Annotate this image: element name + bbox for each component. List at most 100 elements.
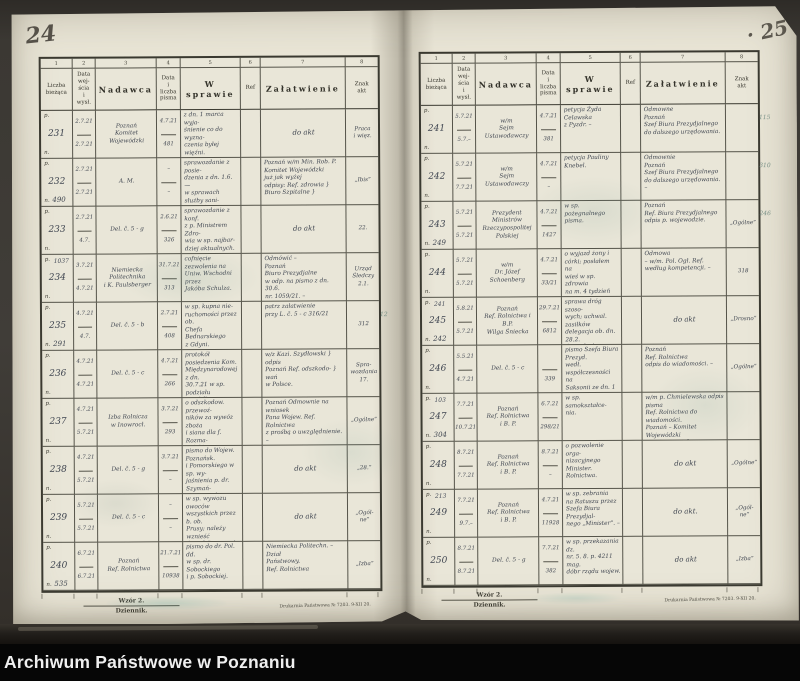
- resolution-cell: Poznań Odmownie na wniosek Pana Wojew. R…: [262, 397, 347, 445]
- handwritten-document-date: 4.7.21: [159, 117, 178, 124]
- printed-p-label: p.: [424, 155, 430, 162]
- date-divider-line: [163, 566, 178, 567]
- document-number-cell: 29.7.21 6812: [538, 297, 562, 345]
- tick-mark: [641, 587, 726, 592]
- tick-mark: [476, 588, 537, 593]
- document-number-cell: 4.7.21 11928: [539, 489, 563, 537]
- file-sign-cell: [726, 152, 758, 200]
- form-footer-left: Wzór 2. Dziennik.: [83, 597, 179, 615]
- handwritten-sender: Prezydent Ministrów Rzeczypospolitej Pol…: [482, 210, 532, 240]
- entry-date-cell: 4.7.21 4.7.21: [74, 351, 97, 399]
- handwritten-extra-number: 103: [434, 396, 446, 404]
- ref-cell: [243, 446, 263, 494]
- handwritten-file-sign: [730, 394, 758, 438]
- document-number-cell: 339: [538, 345, 562, 393]
- printed-p-label: p.: [424, 251, 430, 258]
- handwritten-document-date: 3.7.21: [161, 453, 179, 460]
- handwritten-running-number: 238: [49, 464, 67, 475]
- date-divider-line: [458, 321, 472, 322]
- document-number-cell: 4.7.21 266: [158, 350, 182, 398]
- column-number: 5: [561, 53, 621, 63]
- handwritten-sender: Poznań Ref. Rolnictwa i B. P.: [486, 405, 530, 428]
- handwritten-subject: pismo Szefa Biura Prezyd. wedł. współcze…: [564, 346, 619, 392]
- date-divider-line: [543, 417, 558, 418]
- handwritten-running-number: 233: [48, 224, 66, 235]
- file-sign-cell: „Ogólne”: [728, 440, 760, 488]
- entry-date-cell: 7.7.21 10.7.21: [454, 394, 477, 442]
- printed-p-label: p.: [44, 208, 50, 215]
- running-number-cell: p. 243 n. 249: [421, 202, 453, 250]
- printed-n-label: n.: [426, 576, 432, 583]
- handwritten-subject: sprawozdanie z konf. z p. Ministrem Zdro…: [184, 207, 235, 253]
- running-number-cell: p. 213 249 n.: [423, 490, 455, 538]
- handwritten-document-number: 266: [164, 381, 176, 388]
- date-divider-line: [79, 422, 93, 423]
- handwritten-resolution: Poznań Odmownie na wniosek Pana Wojew. R…: [265, 399, 343, 444]
- sender-cell: Del. č. 5 - g: [98, 446, 159, 494]
- tick-mark: [181, 593, 241, 598]
- printed-p-label: p.: [44, 304, 51, 311]
- subject-cell: sprawa dróg szoso- wych; uchwal. zasiłkó…: [562, 297, 622, 345]
- handwritten-subject: petycja Żyda Celawska z Pyzdr. –: [563, 106, 602, 129]
- faint-margin-number: 246: [759, 210, 771, 218]
- handwritten-running-number: 231: [47, 128, 66, 139]
- handwritten-document-number: –: [167, 189, 171, 196]
- handwritten-sender: Poznań Ref. Rolnictwa: [107, 558, 151, 573]
- handwritten-running-number: 234: [48, 272, 66, 283]
- entry-date-cell: 5.7.21 5.7.21: [75, 495, 98, 543]
- resolution-cell: do akt: [263, 445, 348, 493]
- date-divider-line: [457, 177, 471, 178]
- handwritten-file-sign: Spra- wozdania 17.: [350, 362, 378, 383]
- handwritten-document-number: 11928: [541, 520, 560, 527]
- column-header: Ref: [241, 68, 261, 110]
- handwritten-document-number: 408: [164, 333, 175, 340]
- table-bottom-ticks: [41, 592, 378, 599]
- handwritten-running-number: 241: [427, 123, 446, 134]
- column-header: Nadawca: [96, 68, 157, 110]
- handwritten-date-in: 2.7.21: [75, 214, 94, 221]
- handwritten-extra-number: 213: [434, 492, 447, 500]
- handwritten-file-sign: Urząd Śledczy 2.1.: [352, 266, 375, 287]
- handwritten-running-number: 240: [50, 560, 68, 571]
- handwritten-sender: w/m Dr. Józef Schoenberg: [489, 262, 526, 284]
- column-header: Nadawca: [476, 63, 537, 105]
- date-divider-line: [161, 182, 176, 183]
- handwritten-document-date: 7.7.21: [541, 544, 560, 551]
- date-divider-line: [541, 129, 556, 130]
- handwritten-date-in: 5.7.21: [455, 161, 473, 168]
- printed-p-label: p.: [425, 491, 432, 498]
- printed-p-label: p.: [424, 299, 431, 306]
- date-divider-line: [542, 273, 557, 274]
- handwritten-date-in: 5.7.21: [77, 502, 95, 509]
- file-sign-cell: Urząd Śledczy 2.1.: [347, 253, 379, 301]
- resolution-cell: Poznań Ref. Biura Prezydjalnego odpis p.…: [641, 200, 726, 248]
- date-divider-line: [543, 561, 558, 562]
- entry-date-cell: 2.7.21 2.7.21: [73, 159, 96, 207]
- handwritten-sender: Del. č. 5 - c: [491, 365, 525, 372]
- book-bottom-edge: [0, 624, 800, 645]
- sender-cell: w/m Dr. Józef Schoenberg: [477, 249, 538, 297]
- running-number-cell: p. 233 n.: [41, 207, 73, 255]
- handwritten-date-out: 5.7.21: [77, 525, 95, 532]
- printed-n-label: n.: [424, 192, 430, 199]
- subject-cell: w sp. kupna nie- ruchomości przez ob. Ch…: [182, 302, 242, 350]
- handwritten-date-in: 2.7.21: [75, 118, 93, 125]
- column-header: W sprawie: [561, 63, 621, 105]
- column-number: 8: [726, 52, 758, 62]
- handwritten-date-out: 5.7.21: [76, 429, 95, 436]
- printed-p-label: p.: [425, 443, 431, 450]
- handwritten-subject: cofnięcie zezwolenia na Uniw. Wschodni p…: [184, 256, 232, 293]
- date-divider-line: [542, 369, 557, 370]
- handwritten-running-number: 232: [48, 176, 66, 187]
- printed-p-label: p.: [426, 539, 432, 546]
- handwritten-extra-number: 304: [433, 430, 448, 439]
- entry-date-cell: 8.7.21 7.7.21: [455, 442, 478, 490]
- handwritten-date-in: 4.7.21: [76, 454, 95, 461]
- printed-n-label: n.: [45, 437, 51, 444]
- handwritten-date-in: 7.7.21: [457, 497, 475, 504]
- running-number-cell: p. 237 n.: [42, 399, 74, 447]
- handwritten-sender: Poznań Ref. Rolnictwa i B.P. Wilga Śniec…: [484, 306, 531, 336]
- running-number-cell: p. 248 n.: [423, 442, 455, 490]
- running-number-cell: p. 246 n.: [422, 346, 454, 394]
- sender-cell: Izba Rolnicza w Inowrocł.: [97, 398, 158, 446]
